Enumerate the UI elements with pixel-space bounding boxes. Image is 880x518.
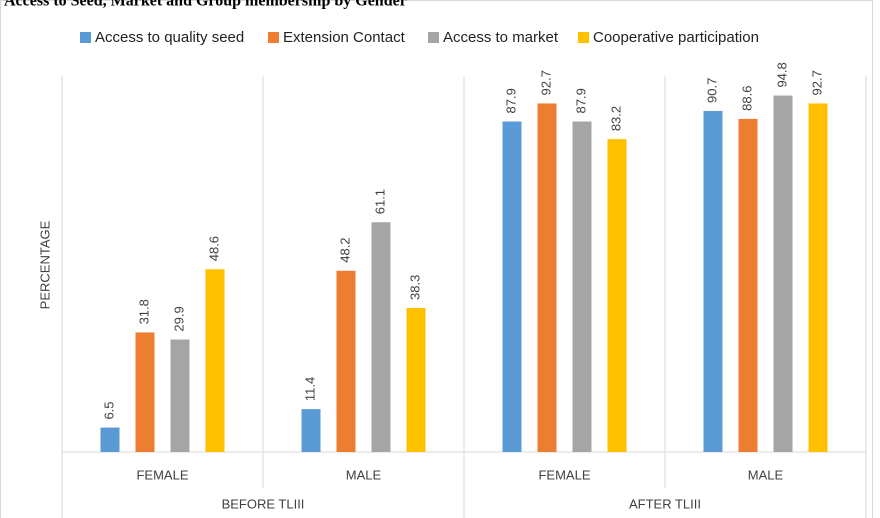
bar [205,269,225,452]
x-tick-label: MALE [346,467,382,482]
bar [336,270,356,452]
bar [170,339,190,452]
data-label: 94.8 [774,62,789,87]
bar [406,307,426,452]
legend-label: Access to quality seed [95,29,244,46]
data-label: 6.5 [101,401,116,419]
bar [502,121,522,452]
bar [808,103,828,452]
legend-swatch [80,32,91,43]
legend-label: Extension Contact [283,29,406,46]
group-label: AFTER TLIII [629,496,701,511]
bar [301,409,321,452]
data-label: 87.9 [503,88,518,113]
data-label: 92.7 [538,70,553,95]
legend-swatch [428,32,439,43]
y-axis-label: PERCENTAGE [37,220,52,309]
data-label: 48.2 [337,237,352,262]
bar [738,118,758,452]
legend-swatch [268,32,279,43]
bar [773,95,793,452]
data-label: 83.2 [608,106,623,131]
x-tick-label: MALE [748,467,784,482]
group-label: BEFORE TLIII [222,496,305,511]
data-label: 31.8 [136,299,151,324]
x-tick-label: FEMALE [538,467,590,482]
data-label: 48.6 [206,236,221,261]
legend-label: Cooperative participation [593,29,759,46]
bar [100,427,120,452]
data-label: 92.7 [809,70,824,95]
bar [135,332,155,452]
legend-label: Access to market [443,29,559,46]
bar [537,103,557,452]
bar [607,139,627,452]
legend-swatch [578,32,589,43]
chart-title: Access to Seed, Market and Group members… [4,0,407,10]
bar [703,110,723,452]
data-label: 29.9 [171,306,186,331]
data-label: 38.3 [407,275,422,300]
data-label: 90.7 [704,78,719,103]
data-label: 88.6 [739,86,754,111]
x-tick-label: FEMALE [136,467,188,482]
data-label: 11.4 [302,377,317,401]
data-label: 61.1 [372,189,387,214]
bar [371,222,391,452]
bar [572,121,592,452]
data-label: 87.9 [573,88,588,113]
